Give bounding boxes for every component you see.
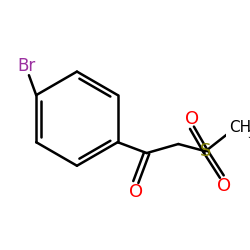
Text: CH: CH xyxy=(229,120,250,135)
Text: 3: 3 xyxy=(247,130,250,140)
Text: Br: Br xyxy=(17,57,35,75)
Text: O: O xyxy=(129,183,143,201)
Text: O: O xyxy=(185,110,199,128)
Text: S: S xyxy=(200,142,211,160)
Text: O: O xyxy=(216,177,231,195)
